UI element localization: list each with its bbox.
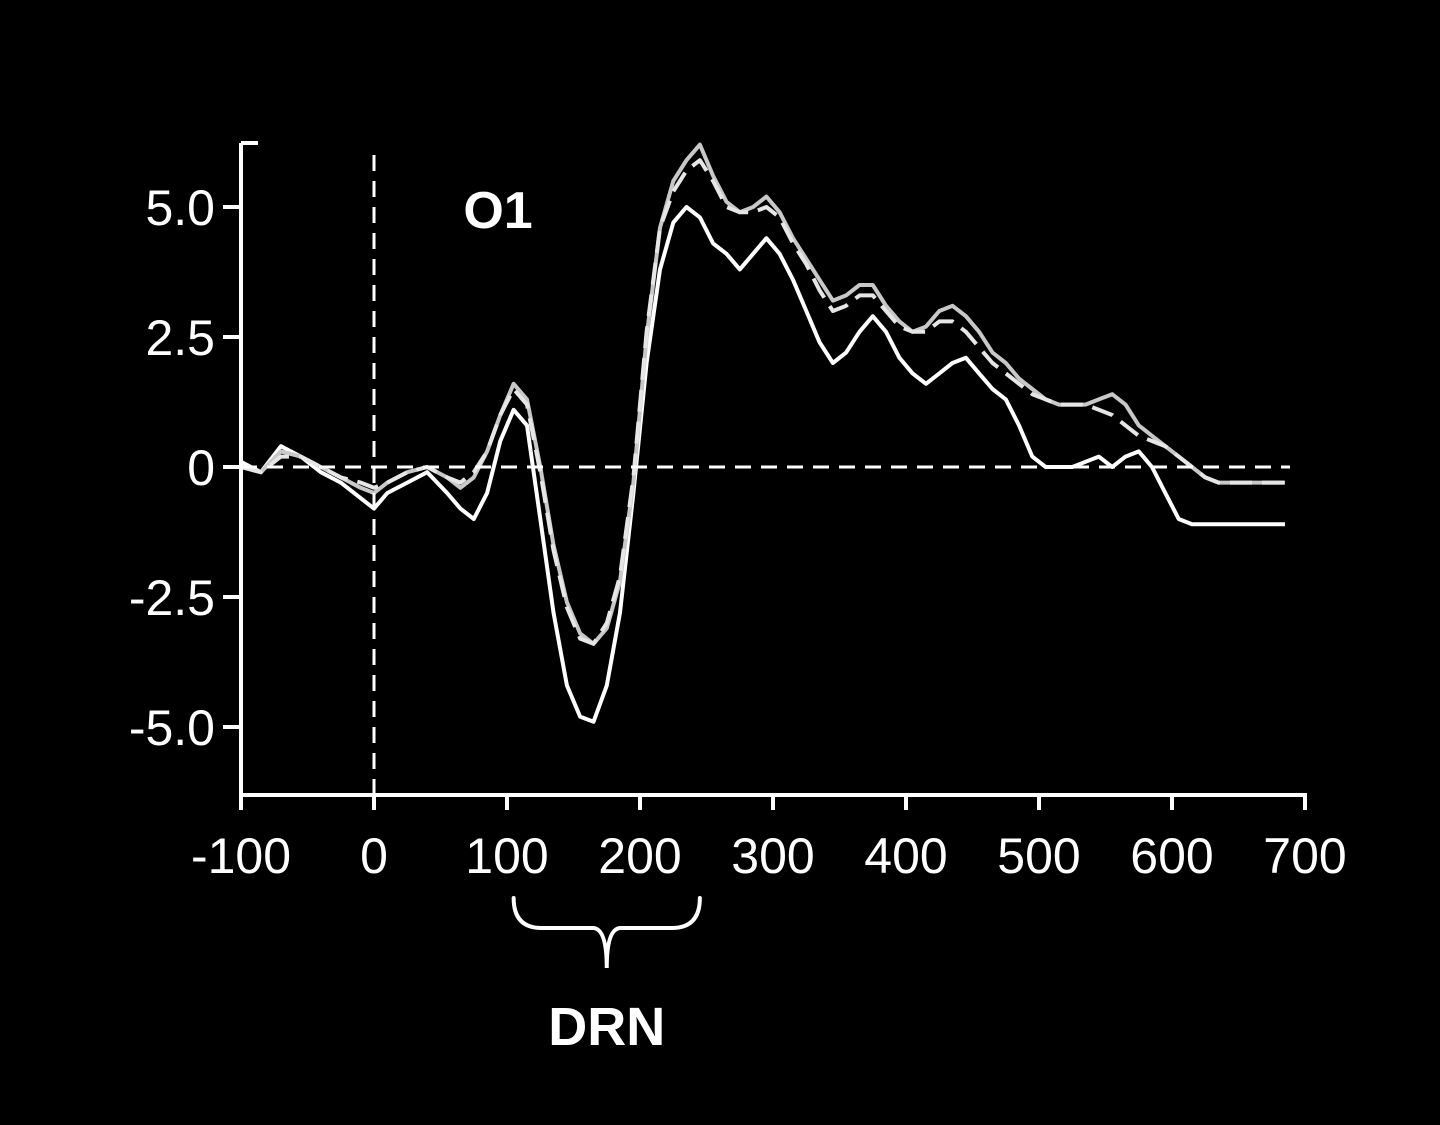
x-axis: -100 0 100 200 300 400 500 600 700 [191, 793, 1347, 884]
x-tick-label: 600 [1130, 828, 1213, 884]
y-tick-label: 5.0 [145, 180, 215, 236]
x-tick-label: 100 [465, 828, 548, 884]
panel-label: O1 [463, 182, 532, 240]
x-tick-label: 200 [598, 828, 681, 884]
y-tick-label: 2.5 [145, 310, 215, 366]
series-solid-gray [240, 142, 1285, 646]
x-tick-label: 700 [1263, 828, 1346, 884]
x-tick-label: -100 [191, 828, 291, 884]
x-tick-label: 300 [731, 828, 814, 884]
y-tick-label: -5.0 [129, 700, 215, 756]
series-dashed [240, 158, 1285, 646]
y-tick-label: 0 [187, 440, 215, 496]
drn-label: DRN [548, 997, 665, 1057]
series-solid-white [240, 205, 1285, 724]
y-axis: 5.0 2.5 0 -2.5 -5.0 [129, 141, 258, 795]
x-tick-label: 400 [864, 828, 947, 884]
drn-annotation: DRN [511, 896, 702, 1057]
x-tick-label: 500 [997, 828, 1080, 884]
series-layer [240, 142, 1285, 724]
y-tick-label: -2.5 [129, 570, 215, 626]
x-tick-label: 0 [360, 828, 388, 884]
drn-brace [511, 896, 702, 969]
